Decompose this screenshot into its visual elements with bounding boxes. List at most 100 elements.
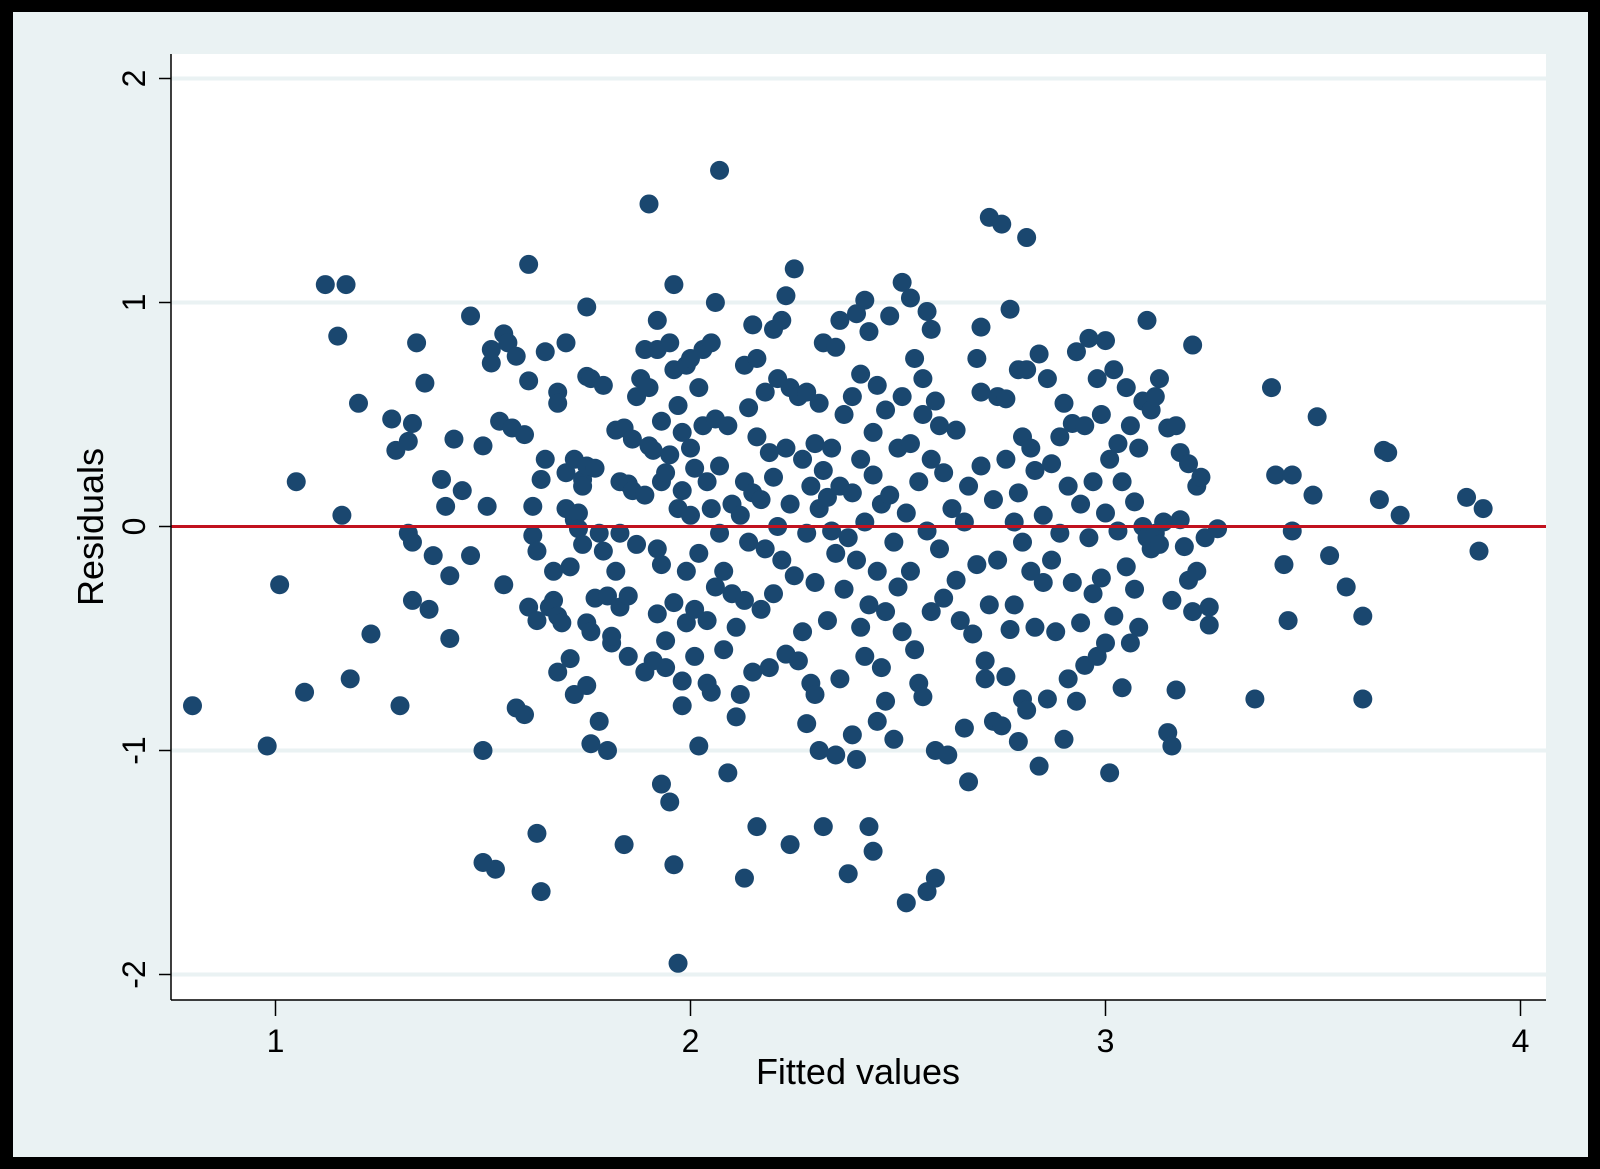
data-point [892,622,912,642]
data-point [1120,416,1140,436]
data-point [660,333,680,353]
data-point [315,275,335,295]
data-point [851,449,871,469]
data-point [398,431,418,451]
data-point [573,534,593,554]
data-point [606,561,626,581]
data-point [776,438,796,458]
data-point [1079,528,1099,548]
data-point [900,434,920,454]
data-point [876,400,896,420]
data-point [697,472,717,492]
data-point [668,396,688,416]
data-point [925,868,945,888]
data-point [651,774,671,794]
x-axis-label: Fitted values [756,1051,960,1092]
data-point [1307,407,1327,427]
data-point [880,485,900,505]
data-point [747,427,767,447]
data-point [992,214,1012,234]
data-point [855,512,875,532]
data-point [710,160,730,180]
data-point [784,259,804,279]
data-point [361,624,381,644]
data-point [560,649,580,669]
data-point [1071,613,1091,633]
data-point [1008,483,1028,503]
data-points [183,160,1493,973]
data-point [867,561,887,581]
data-point [481,353,501,373]
data-point [676,561,696,581]
data-point [751,599,771,619]
data-point [477,496,497,516]
data-point [336,275,356,295]
data-point [1208,519,1228,539]
y-tick-label: 0 [116,518,152,536]
data-point [797,714,817,734]
data-point [938,745,958,765]
data-point [402,413,422,433]
data-point [739,532,759,552]
data-point [1116,378,1136,398]
data-point [568,519,588,539]
data-point [772,310,792,330]
data-point [975,669,995,689]
data-point [909,472,929,492]
data-point [568,503,588,523]
data-point [959,772,979,792]
data-point [1170,510,1190,530]
data-point [643,440,663,460]
data-point [739,398,759,418]
data-point [759,443,779,463]
data-point [701,499,721,519]
data-point [797,382,817,402]
data-point [710,456,730,476]
data-point [1017,700,1037,720]
data-point [1112,678,1132,698]
data-point [672,696,692,716]
data-point [1033,505,1053,525]
data-point [842,387,862,407]
data-point [436,496,456,516]
data-point [1266,465,1286,485]
data-point [996,449,1016,469]
data-point [921,449,941,469]
y-tick-label: -2 [116,960,152,988]
y-tick-label: 1 [116,294,152,312]
data-point [730,505,750,525]
data-point [1120,633,1140,653]
data-point [1013,532,1032,552]
data-point [515,705,534,725]
data-point [784,566,804,586]
data-point [685,646,705,666]
data-point [660,445,680,465]
data-point [548,662,568,682]
data-point [531,882,551,902]
data-point [1199,597,1219,617]
data-point [755,539,775,559]
data-point [685,458,705,478]
data-point [1058,476,1078,496]
data-point [1004,512,1024,532]
data-point [793,622,813,642]
data-point [593,375,613,395]
data-point [755,382,775,402]
data-point [950,611,970,631]
data-point [992,716,1012,736]
data-point [1353,606,1373,626]
data-point [1058,669,1078,689]
data-point [610,523,630,543]
data-point [328,326,348,346]
data-point [523,496,543,516]
data-point [772,550,792,570]
data-point [1062,573,1082,592]
data-point [535,342,555,362]
data-point [270,575,290,595]
data-point [1017,228,1037,248]
data-point [718,763,738,783]
data-point [817,487,837,507]
data-point [639,194,659,214]
data-point [896,893,916,913]
data-point [847,550,866,570]
